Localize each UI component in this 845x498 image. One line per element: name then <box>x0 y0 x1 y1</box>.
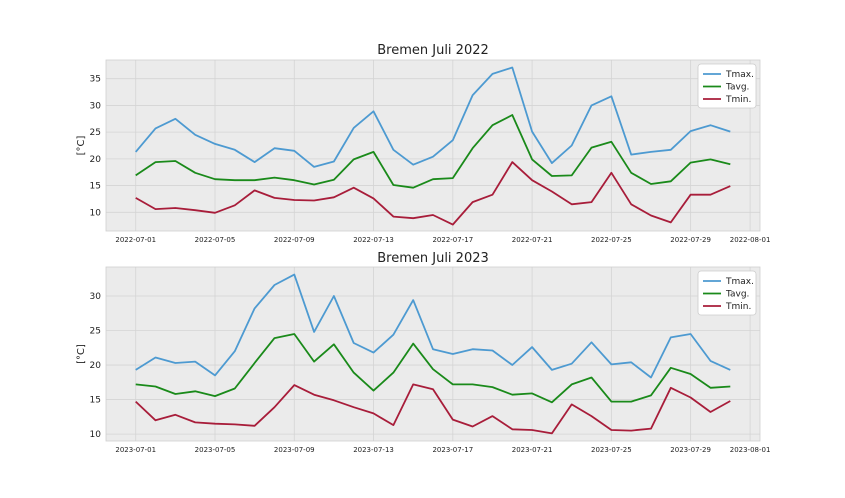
y-tick-label: 20 <box>90 361 102 371</box>
y-tick-label: 35 <box>90 75 101 85</box>
y-tick-label: 25 <box>90 128 101 138</box>
chart-2: 2023-07-01 2023-07-05 2023-07-09 2023-07-13… <box>76 251 770 454</box>
x-tick-label: 2022-07-13 <box>353 236 394 244</box>
legend-label-2: Tavg. <box>725 290 749 300</box>
x-tick-label: 2022-07-25 <box>591 236 632 244</box>
chart-title: Bremen Juli 2023 <box>377 251 489 266</box>
y-tick-label: 25 <box>90 327 101 337</box>
legend-label-1: Tmax. <box>725 277 754 287</box>
x-tick-label: 2022-07-17 <box>432 236 473 244</box>
x-tick-label: 2023-07-13 <box>353 446 394 454</box>
x-tick-label: 2023-07-25 <box>591 446 632 454</box>
legend: Tmax. Tavg. Tmin. <box>698 271 756 315</box>
x-tick-label: 2022-08-01 <box>730 236 771 244</box>
x-tick-label: 2023-08-01 <box>730 446 771 454</box>
legend: Tmax. Tavg. Tmin. <box>698 64 756 108</box>
x-tick-label: 2022-07-01 <box>115 236 156 244</box>
x-tick-label: 2022-07-21 <box>512 236 553 244</box>
x-tick-label: 2023-07-29 <box>670 446 711 454</box>
x-tick-label: 2022-07-05 <box>195 236 236 244</box>
x-tick-label: 2023-07-21 <box>512 446 553 454</box>
y-tick-label: 30 <box>90 101 102 111</box>
y-tick-label: 10 <box>90 208 102 218</box>
y-tick-label: 30 <box>90 292 102 302</box>
y-tick-label: 15 <box>90 396 101 406</box>
y-tick-label: 10 <box>90 430 102 440</box>
x-tick-label: 2022-07-09 <box>274 236 315 244</box>
y-axis-label: [°C] <box>76 136 87 156</box>
legend-label-1: Tmax. <box>725 70 754 80</box>
plot-area <box>106 60 760 231</box>
legend-label-3: Tmin. <box>725 302 751 312</box>
y-tick-label: 15 <box>90 182 101 192</box>
chart-title: Bremen Juli 2022 <box>377 43 489 58</box>
x-tick-label: 2023-07-05 <box>195 446 236 454</box>
x-tick-label: 2023-07-01 <box>115 446 156 454</box>
y-axis-label: [°C] <box>76 344 87 364</box>
legend-label-2: Tavg. <box>725 83 749 93</box>
y-tick-label: 20 <box>90 155 102 165</box>
chart-1: 2022-07-01 2022-07-05 2022-07-09 2022-07-13… <box>76 43 770 244</box>
x-tick-label: 2022-07-29 <box>670 236 711 244</box>
x-tick-label: 2023-07-09 <box>274 446 315 454</box>
legend-label-3: Tmin. <box>725 95 751 105</box>
x-tick-label: 2023-07-17 <box>432 446 473 454</box>
